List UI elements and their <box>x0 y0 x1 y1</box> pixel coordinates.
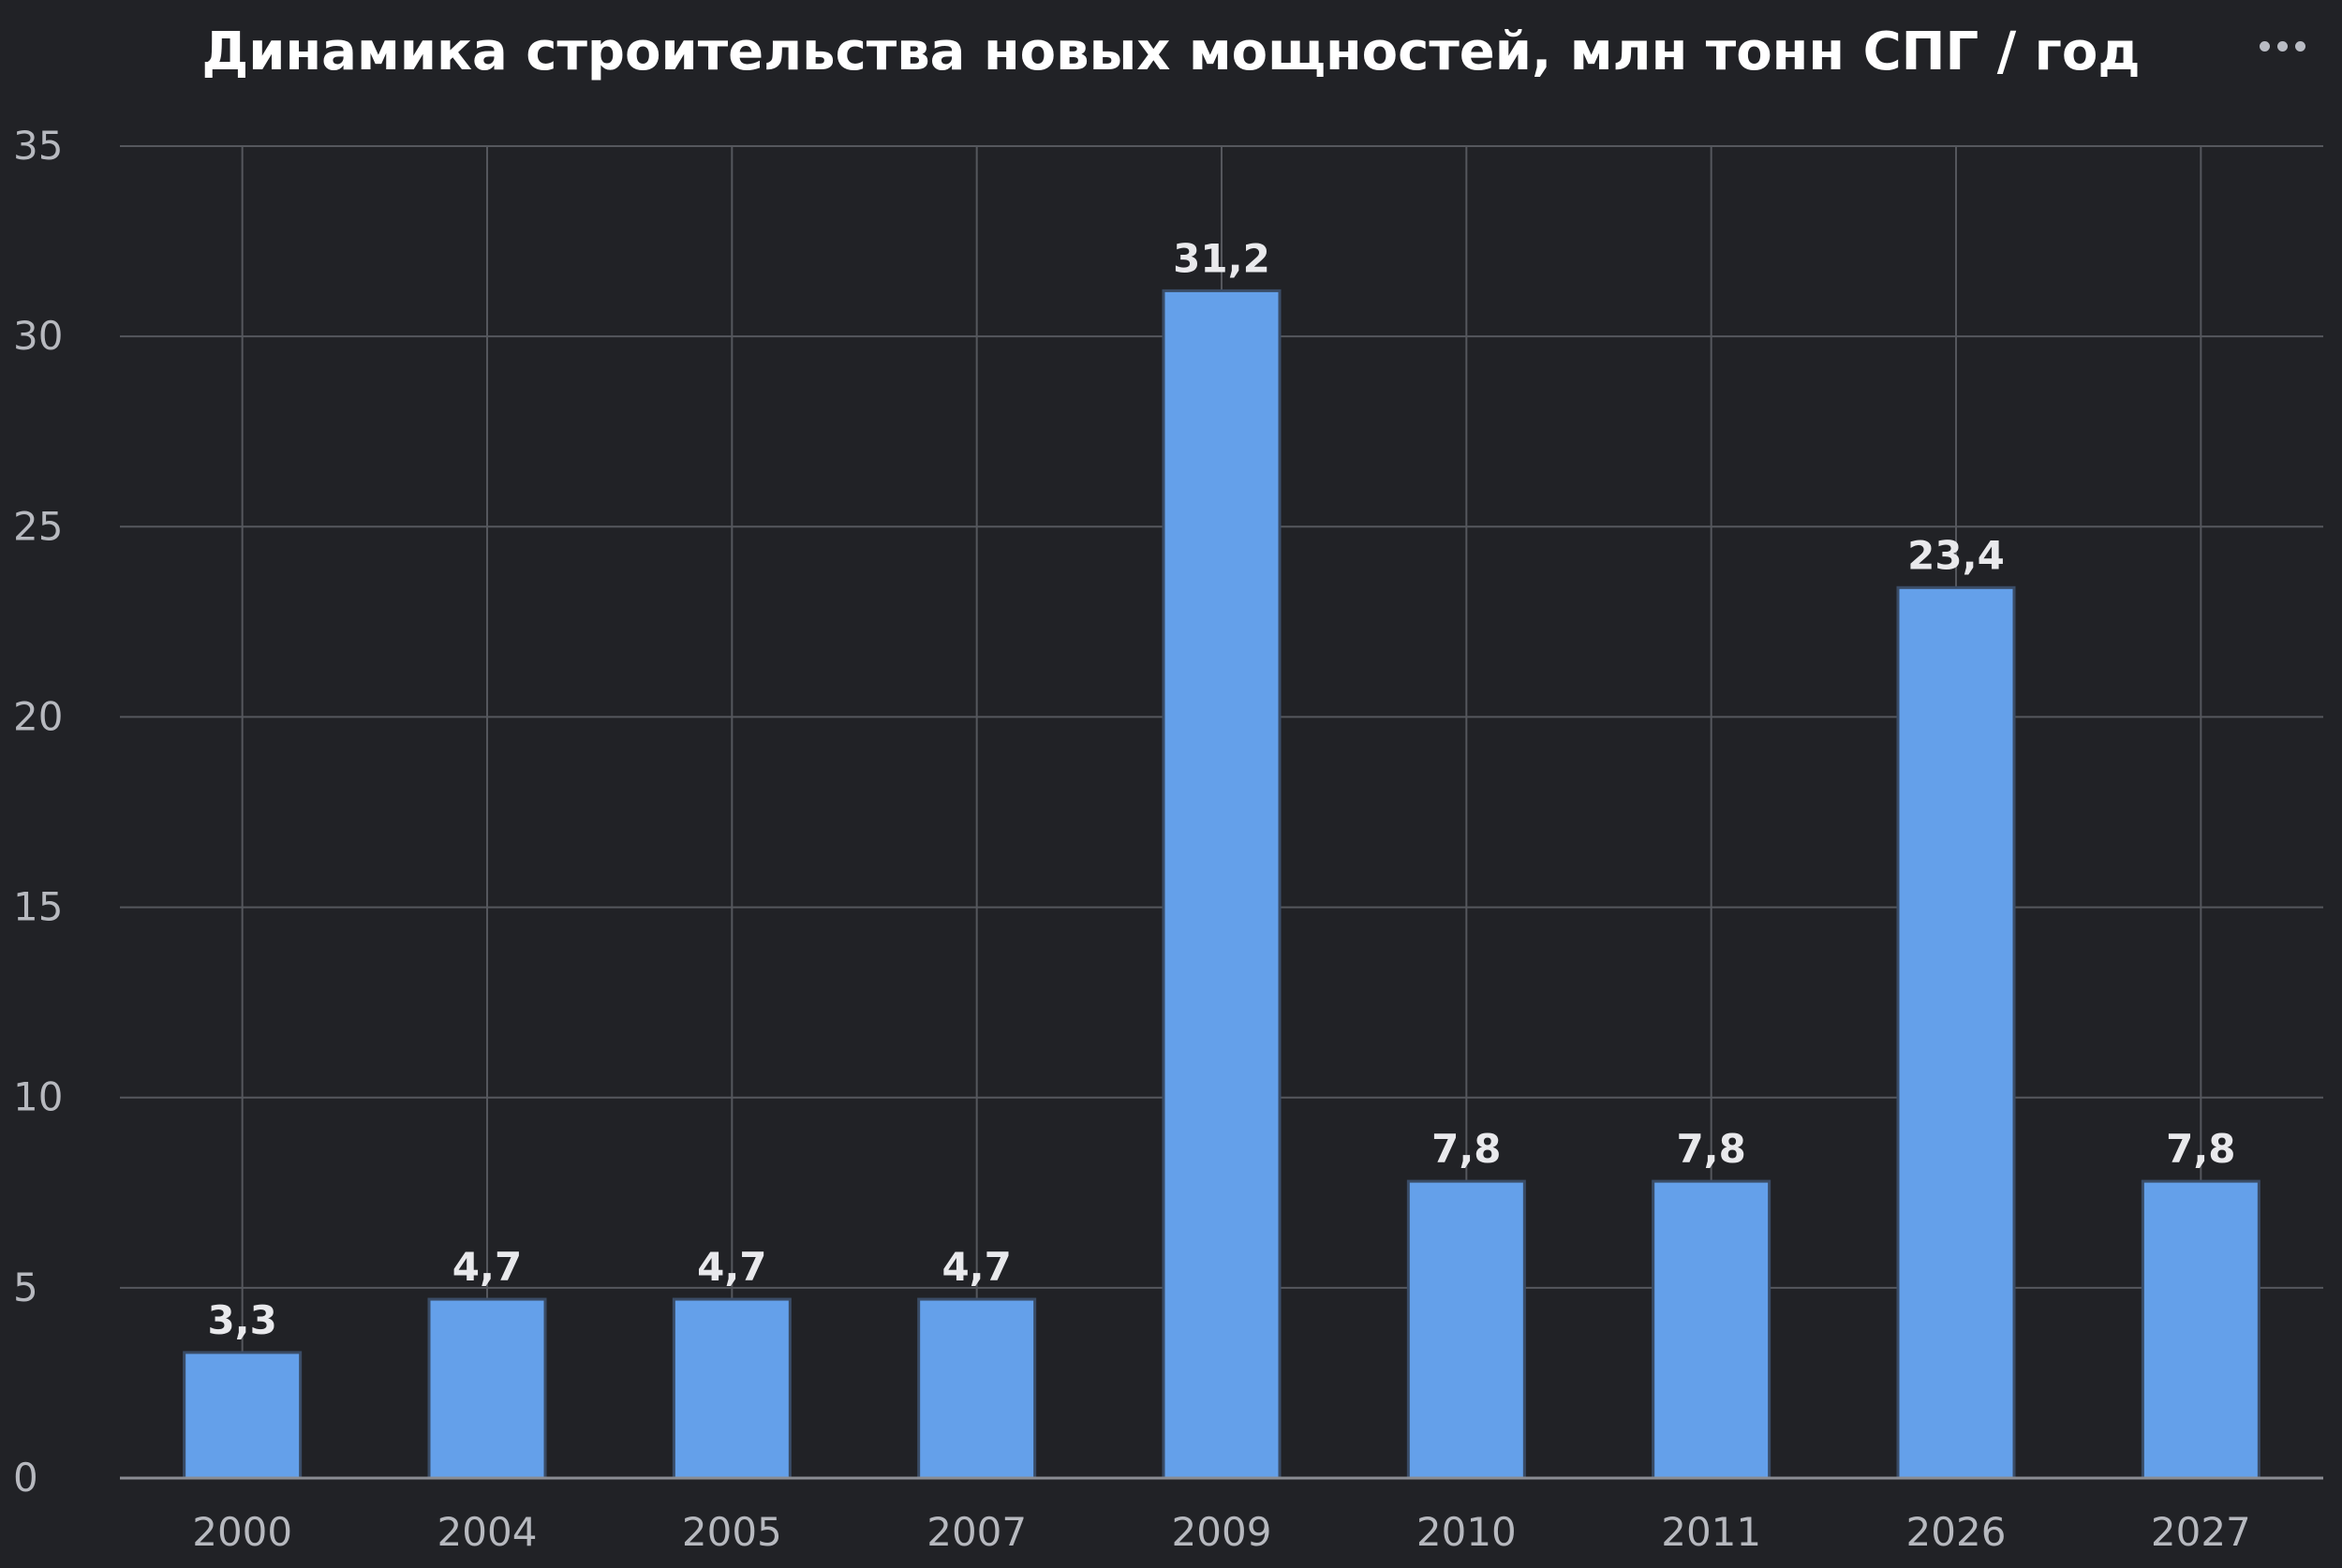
data-labels: 3,3 4,7 4,7 4,7 31,2 7,8 7,8 23,4 7,8 <box>207 235 2235 1343</box>
data-label-2000: 3,3 <box>207 1297 276 1343</box>
bar-2027[interactable] <box>2141 1179 2260 1480</box>
x-tick-label: 2009 <box>1172 1509 1272 1555</box>
x-tick-label: 2026 <box>1906 1509 2007 1555</box>
y-tick-label: 10 <box>13 1074 63 1120</box>
data-label-2027: 7,8 <box>2166 1126 2235 1172</box>
y-tick-label: 25 <box>13 503 63 549</box>
x-tick-label: 2004 <box>437 1509 538 1555</box>
bar-2007[interactable] <box>917 1297 1037 1480</box>
bar-2026[interactable] <box>1896 585 2016 1480</box>
vertical-gridlines <box>241 146 2202 1478</box>
x-tick-label: 2005 <box>682 1509 782 1555</box>
x-tick-label: 2011 <box>1661 1509 1761 1555</box>
y-tick-label: 5 <box>13 1265 38 1310</box>
data-label-2011: 7,8 <box>1676 1126 1745 1172</box>
bar-2005[interactable] <box>672 1297 792 1480</box>
y-tick-label: 20 <box>13 693 63 739</box>
y-tick-label: 30 <box>13 313 63 359</box>
bar-2009[interactable] <box>1162 288 1282 1480</box>
bar-2000[interactable] <box>183 1351 303 1480</box>
ellipsis-icon-dot <box>2277 41 2288 52</box>
y-axis-ticks: 0 5 10 15 20 25 30 35 <box>13 123 63 1501</box>
data-label-2010: 7,8 <box>1431 1126 1501 1172</box>
bar-series <box>183 288 2260 1480</box>
data-label-2007: 4,7 <box>941 1244 1011 1290</box>
x-tick-label: 2007 <box>926 1509 1027 1555</box>
x-tick-label: 2027 <box>2151 1509 2251 1555</box>
data-label-2005: 4,7 <box>697 1244 766 1290</box>
ellipsis-icon-dot <box>2295 41 2305 52</box>
y-tick-label: 0 <box>13 1455 38 1501</box>
data-label-2009: 31,2 <box>1173 235 1270 281</box>
data-label-2004: 4,7 <box>452 1244 522 1290</box>
chart-title: Динамика строительства новых мощностей, … <box>201 22 2141 82</box>
x-axis-ticks: 2000 2004 2005 2007 2009 2010 2011 2026 2027 <box>192 1509 2251 1555</box>
y-tick-label: 35 <box>13 123 63 169</box>
data-label-2026: 23,4 <box>1907 532 2005 578</box>
x-tick-label: 2010 <box>1416 1509 1517 1555</box>
y-tick-label: 15 <box>13 884 63 930</box>
bar-2010[interactable] <box>1406 1179 1526 1480</box>
chart-menu-button[interactable] <box>2250 21 2316 69</box>
bar-2011[interactable] <box>1652 1179 1771 1480</box>
x-tick-label: 2000 <box>192 1509 292 1555</box>
bar-2004[interactable] <box>427 1297 547 1480</box>
ellipsis-icon <box>2260 41 2270 52</box>
